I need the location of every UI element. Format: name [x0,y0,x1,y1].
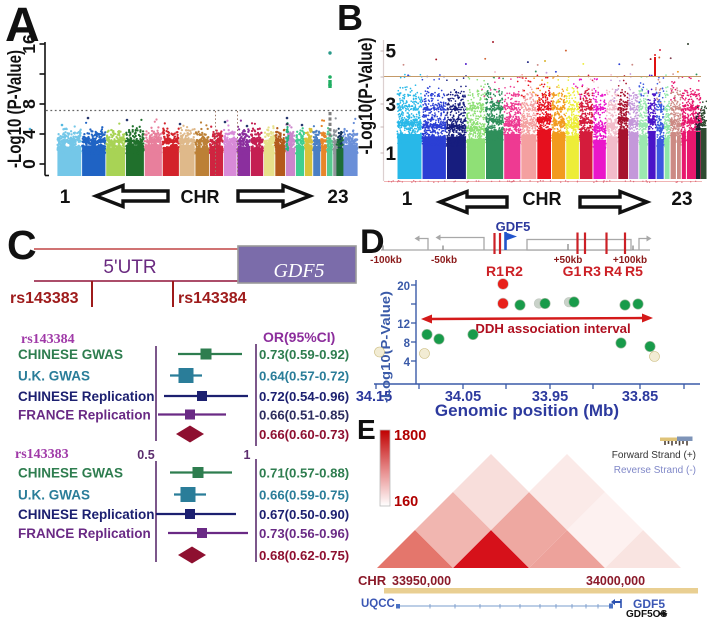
svg-text:DDH association interval: DDH association interval [475,321,630,336]
svg-text:R4: R4 [604,263,622,279]
svg-text:R2: R2 [505,263,523,279]
svg-text:0.66(0.60-0.73): 0.66(0.60-0.73) [259,427,349,442]
svg-text:0.73(0.59-0.92): 0.73(0.59-0.92) [259,347,349,362]
svg-text:0.68(0.62-0.75): 0.68(0.62-0.75) [259,548,349,563]
svg-text:U.K. GWAS: U.K. GWAS [18,369,90,384]
svg-text:FRANCE Replication: FRANCE Replication [18,408,151,423]
svg-text:0: 0 [19,159,39,169]
svg-text:FRANCE Replication: FRANCE Replication [18,526,151,541]
svg-text:3: 3 [386,95,397,116]
svg-text:0.67(0.50-0.90): 0.67(0.50-0.90) [259,507,349,522]
svg-text:16: 16 [19,34,39,54]
svg-text:0.73(0.56-0.96): 0.73(0.56-0.96) [259,526,349,541]
svg-text:0.5: 0.5 [137,448,154,462]
svg-text:33.85: 33.85 [622,389,658,405]
svg-text:UQCC: UQCC [361,598,395,610]
svg-text:G1: G1 [563,263,582,279]
svg-text:GDF5: GDF5 [633,597,665,611]
svg-text:12: 12 [397,319,410,331]
svg-text:+50kb: +50kb [554,255,583,266]
svg-text:D: D [360,223,385,261]
svg-text:CHINESE Replication: CHINESE Replication [18,507,155,522]
svg-text:CHINESE GWAS: CHINESE GWAS [18,466,123,481]
svg-text:C: C [7,222,37,268]
svg-text:CHINESE GWAS: CHINESE GWAS [18,347,123,362]
svg-text:1: 1 [60,187,71,208]
svg-text:1: 1 [244,448,251,462]
svg-text:23: 23 [671,189,692,210]
svg-text:U.K. GWAS: U.K. GWAS [18,488,90,503]
svg-text:0.64(0.57-0.72): 0.64(0.57-0.72) [259,369,349,384]
svg-text:8: 8 [19,99,39,109]
svg-text:Reverse Strand (-): Reverse Strand (-) [614,465,696,476]
svg-text:CHINESE Replication: CHINESE Replication [18,389,155,404]
svg-text:B: B [337,0,363,38]
svg-text:-Log10(P-Value): -Log10(P-Value) [378,291,393,403]
svg-text:20: 20 [397,281,410,293]
svg-text:CHR: CHR [358,573,387,588]
svg-text:rs143383: rs143383 [10,290,79,307]
svg-text:GDF5: GDF5 [496,219,531,234]
svg-text:1: 1 [386,144,397,165]
svg-text:R5: R5 [625,263,643,279]
svg-text:0.66(0.59-0.75): 0.66(0.59-0.75) [259,488,349,503]
svg-text:8: 8 [404,338,411,350]
svg-text:CHR: CHR [523,189,562,209]
svg-text:rs143383: rs143383 [15,447,69,462]
svg-text:rs143384: rs143384 [178,290,247,307]
svg-text:34.15: 34.15 [356,389,392,405]
svg-text:+100kb: +100kb [613,255,647,266]
svg-text:Genomic position (Mb): Genomic position (Mb) [435,401,619,420]
svg-text:34.05: 34.05 [445,389,481,405]
svg-text:-100kb: -100kb [370,255,402,266]
svg-text:CHR: CHR [181,187,220,207]
svg-text:R3: R3 [583,263,601,279]
svg-text:A: A [5,0,40,52]
svg-text:GDF5OS: GDF5OS [626,609,667,620]
svg-text:rs143384: rs143384 [21,332,75,347]
svg-text:-Log10 (P-Value): -Log10 (P-Value) [5,50,26,168]
svg-text:-Log10(P-Value): -Log10(P-Value) [356,38,377,155]
svg-text:E: E [357,414,376,445]
svg-text:4: 4 [19,129,39,139]
svg-text:160: 160 [394,494,418,510]
svg-text:5'UTR: 5'UTR [103,257,156,278]
svg-text:33.95: 33.95 [532,389,568,405]
svg-text:1: 1 [402,189,413,210]
svg-text:0.72(0.54-0.96): 0.72(0.54-0.96) [259,389,349,404]
svg-text:-50kb: -50kb [431,255,457,266]
svg-text:GDF5: GDF5 [273,260,324,282]
svg-text:Forward Strand (+): Forward Strand (+) [612,450,696,461]
svg-text:1800: 1800 [394,428,426,444]
svg-text:34000,000: 34000,000 [586,574,645,588]
svg-text:4: 4 [404,357,411,369]
svg-text:R1: R1 [486,263,504,279]
svg-text:5: 5 [386,42,397,63]
svg-text:0.71(0.57-0.88): 0.71(0.57-0.88) [259,466,349,481]
svg-text:0.66(0.51-0.85): 0.66(0.51-0.85) [259,408,349,423]
svg-text:23: 23 [327,187,348,208]
svg-text:33950,000: 33950,000 [392,574,451,588]
svg-text:OR(95%CI): OR(95%CI) [263,329,335,345]
